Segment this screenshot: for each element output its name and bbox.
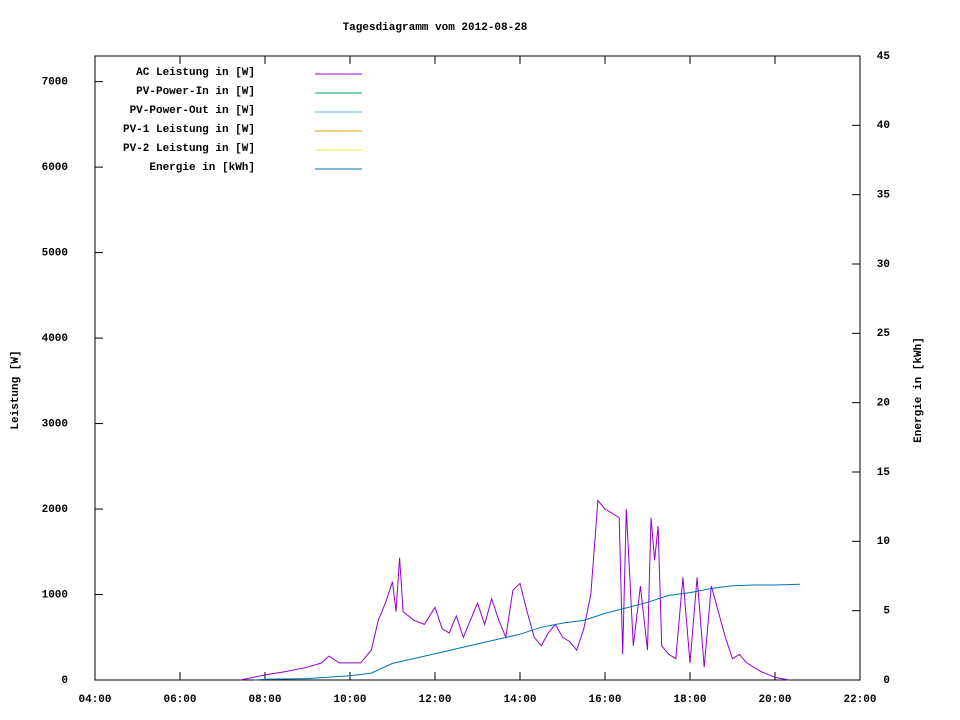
chart-title: Tagesdiagramm vom 2012-08-28 — [343, 22, 528, 34]
y-tick-label: 3000 — [42, 418, 68, 430]
y2-tick-label: 25 — [877, 328, 891, 340]
series-line — [240, 499, 790, 681]
y2-tick-label: 0 — [883, 675, 890, 687]
y-tick-label: 6000 — [42, 162, 68, 174]
legend-label: PV-Power-Out in [W] — [130, 105, 255, 117]
x-tick-label: 22:00 — [843, 694, 876, 706]
y2-tick-label: 10 — [877, 536, 890, 548]
x-tick-label: 16:00 — [588, 694, 621, 706]
x-tick-label: 20:00 — [758, 694, 791, 706]
legend-label: AC Leistung in [W] — [136, 67, 255, 79]
y2-tick-label: 35 — [877, 190, 891, 202]
x-tick-label: 12:00 — [418, 694, 451, 706]
x-tick-label: 06:00 — [163, 694, 196, 706]
plot-frame — [94, 55, 861, 681]
x-tick-label: 10:00 — [333, 694, 366, 706]
legend-label: Energie in [kWh] — [149, 162, 255, 174]
y-axis-label: Leistung [W] — [10, 350, 22, 429]
legend-label: PV-2 Leistung in [W] — [123, 143, 255, 155]
x-tick-label: 18:00 — [673, 694, 706, 706]
x-tick-label: 08:00 — [248, 694, 281, 706]
y2-tick-label: 45 — [877, 51, 891, 63]
x-tick-label: 04:00 — [78, 694, 111, 706]
x-tick-label: 14:00 — [503, 694, 536, 706]
y-tick-label: 5000 — [42, 248, 68, 260]
legend-label: PV-1 Leistung in [W] — [123, 124, 255, 136]
y-tick-label: 7000 — [42, 77, 68, 89]
y2-tick-label: 40 — [877, 120, 890, 132]
series-line — [254, 583, 800, 681]
legend-label: PV-Power-In in [W] — [136, 86, 255, 98]
y-tick-label: 0 — [61, 675, 68, 687]
y2-tick-label: 5 — [883, 606, 890, 618]
y-tick-label: 2000 — [42, 504, 68, 516]
y-tick-label: 4000 — [42, 333, 68, 345]
y2-tick-label: 20 — [877, 398, 890, 410]
y2-axis-label: Energie in [kWh] — [913, 337, 925, 443]
y-tick-label: 1000 — [42, 589, 68, 601]
y2-tick-label: 30 — [877, 259, 890, 271]
y2-tick-label: 15 — [877, 467, 891, 479]
